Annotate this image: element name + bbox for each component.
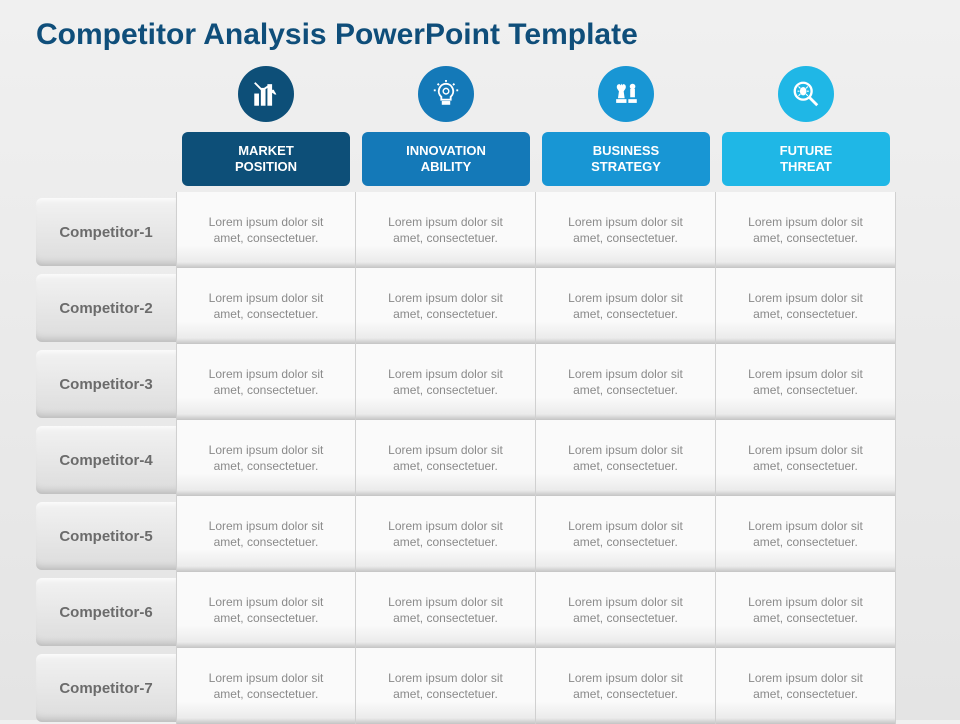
row-label: Competitor-6 bbox=[36, 578, 176, 646]
table-cell: Lorem ipsum dolor sit amet, consectetuer… bbox=[716, 268, 896, 344]
row-label: Competitor-4 bbox=[36, 426, 176, 494]
table-cell: Lorem ipsum dolor sit amet, consectetuer… bbox=[176, 268, 356, 344]
column-header-label: BUSINESS STRATEGY bbox=[542, 132, 710, 186]
table-cell: Lorem ipsum dolor sit amet, consectetuer… bbox=[176, 420, 356, 496]
table-cell: Lorem ipsum dolor sit amet, consectetuer… bbox=[716, 572, 896, 648]
table-cell: Lorem ipsum dolor sit amet, consectetuer… bbox=[536, 648, 716, 724]
search-bug-icon bbox=[778, 66, 834, 122]
table-cell: Lorem ipsum dolor sit amet, consectetuer… bbox=[356, 496, 536, 572]
table-cell: Lorem ipsum dolor sit amet, consectetuer… bbox=[176, 192, 356, 268]
table-cell: Lorem ipsum dolor sit amet, consectetuer… bbox=[536, 344, 716, 420]
table-cell: Lorem ipsum dolor sit amet, consectetuer… bbox=[716, 648, 896, 724]
table-cell: Lorem ipsum dolor sit amet, consectetuer… bbox=[536, 572, 716, 648]
table-cell: Lorem ipsum dolor sit amet, consectetuer… bbox=[536, 420, 716, 496]
table-cell: Lorem ipsum dolor sit amet, consectetuer… bbox=[356, 420, 536, 496]
column-header-innovation-ability: INNOVATION ABILITY bbox=[356, 66, 536, 192]
analysis-table: MARKET POSITION INNOVATION ABILITY BUSIN… bbox=[36, 66, 924, 724]
row-label: Competitor-3 bbox=[36, 350, 176, 418]
table-cell: Lorem ipsum dolor sit amet, consectetuer… bbox=[356, 648, 536, 724]
column-header-market-position: MARKET POSITION bbox=[176, 66, 356, 192]
table-cell: Lorem ipsum dolor sit amet, consectetuer… bbox=[356, 344, 536, 420]
table-cell: Lorem ipsum dolor sit amet, consectetuer… bbox=[716, 192, 896, 268]
row-label: Competitor-1 bbox=[36, 198, 176, 266]
table-cell: Lorem ipsum dolor sit amet, consectetuer… bbox=[536, 496, 716, 572]
row-label: Competitor-7 bbox=[36, 654, 176, 722]
table-cell: Lorem ipsum dolor sit amet, consectetuer… bbox=[716, 496, 896, 572]
table-cell: Lorem ipsum dolor sit amet, consectetuer… bbox=[536, 192, 716, 268]
column-header-business-strategy: BUSINESS STRATEGY bbox=[536, 66, 716, 192]
chess-icon bbox=[598, 66, 654, 122]
lightbulb-icon bbox=[418, 66, 474, 122]
column-header-label: INNOVATION ABILITY bbox=[362, 132, 530, 186]
table-cell: Lorem ipsum dolor sit amet, consectetuer… bbox=[176, 344, 356, 420]
table-cell: Lorem ipsum dolor sit amet, consectetuer… bbox=[356, 192, 536, 268]
column-header-label: MARKET POSITION bbox=[182, 132, 350, 186]
row-label: Competitor-5 bbox=[36, 502, 176, 570]
column-header-label: FUTURE THREAT bbox=[722, 132, 890, 186]
table-cell: Lorem ipsum dolor sit amet, consectetuer… bbox=[716, 420, 896, 496]
table-cell: Lorem ipsum dolor sit amet, consectetuer… bbox=[356, 572, 536, 648]
table-cell: Lorem ipsum dolor sit amet, consectetuer… bbox=[536, 268, 716, 344]
table-cell: Lorem ipsum dolor sit amet, consectetuer… bbox=[716, 344, 896, 420]
column-header-future-threat: FUTURE THREAT bbox=[716, 66, 896, 192]
table-cell: Lorem ipsum dolor sit amet, consectetuer… bbox=[176, 648, 356, 724]
table-cell: Lorem ipsum dolor sit amet, consectetuer… bbox=[176, 572, 356, 648]
row-label: Competitor-2 bbox=[36, 274, 176, 342]
header-spacer bbox=[36, 66, 176, 192]
table-cell: Lorem ipsum dolor sit amet, consectetuer… bbox=[176, 496, 356, 572]
bar-chart-icon bbox=[238, 66, 294, 122]
slide-title: Competitor Analysis PowerPoint Template bbox=[36, 18, 924, 60]
table-cell: Lorem ipsum dolor sit amet, consectetuer… bbox=[356, 268, 536, 344]
